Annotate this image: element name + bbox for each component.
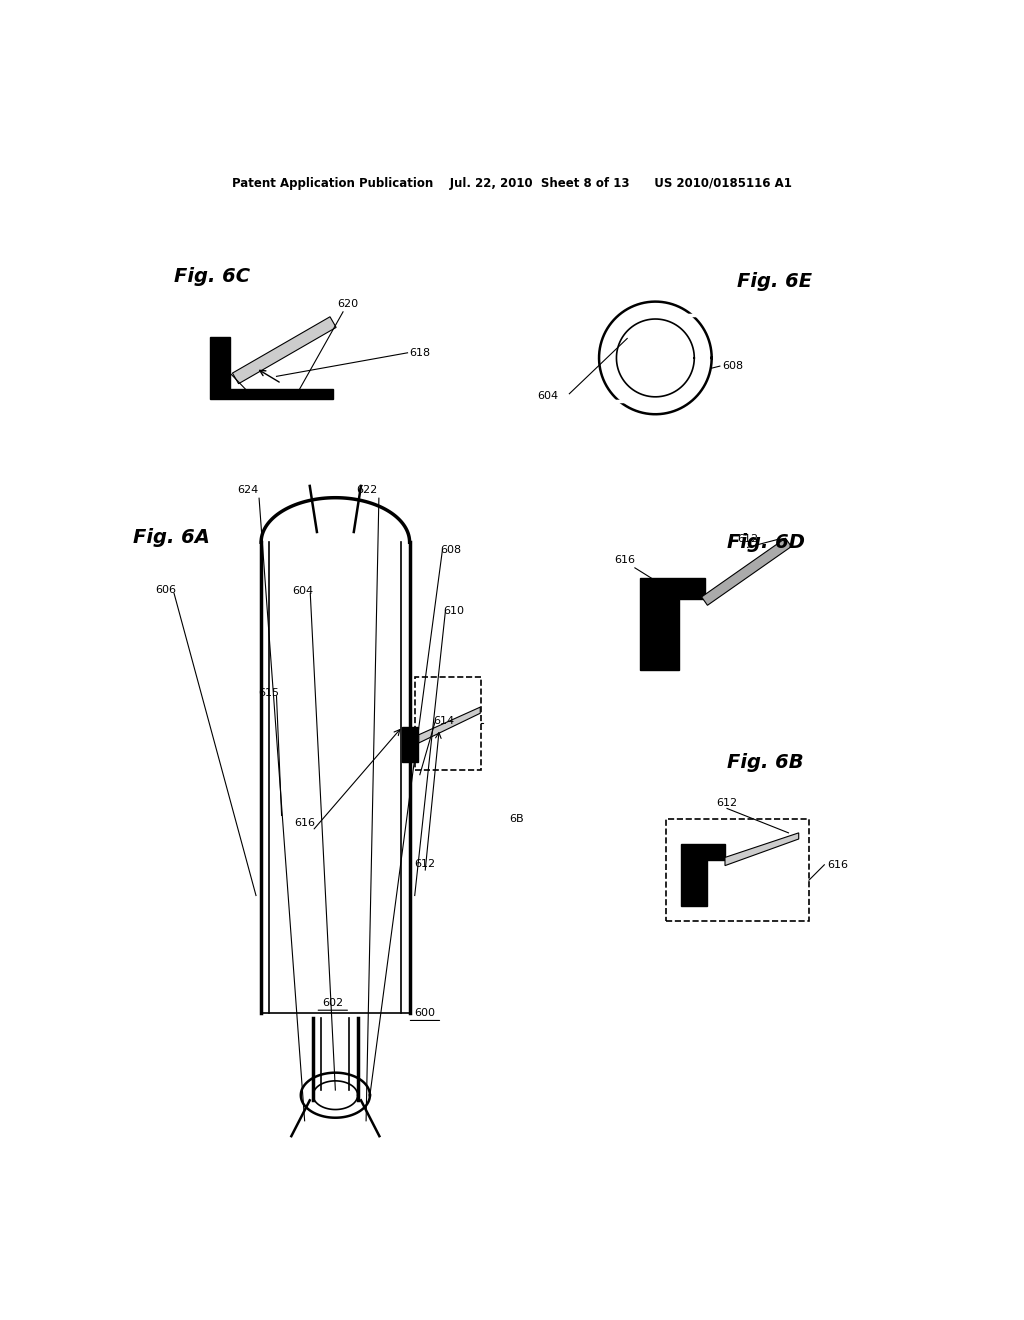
Text: 616: 616 [295, 818, 315, 828]
Polygon shape [681, 845, 725, 906]
Text: Patent Application Publication    Jul. 22, 2010  Sheet 8 of 13      US 2010/0185: Patent Application Publication Jul. 22, … [232, 177, 792, 190]
Text: Fig. 6C: Fig. 6C [174, 267, 250, 285]
Text: 616: 616 [614, 554, 635, 565]
Text: Fig. 6D: Fig. 6D [727, 533, 805, 552]
Text: 615: 615 [258, 688, 279, 698]
Polygon shape [419, 708, 480, 743]
Bar [415, 677, 481, 770]
Text: 610: 610 [443, 606, 464, 616]
Polygon shape [210, 338, 333, 399]
Text: 622: 622 [356, 484, 377, 495]
Polygon shape [640, 578, 705, 671]
Text: 612: 612 [717, 799, 737, 808]
Text: 612: 612 [415, 859, 435, 869]
Bar [666, 818, 809, 921]
Text: 616: 616 [827, 859, 849, 870]
Text: 604: 604 [538, 391, 558, 401]
Polygon shape [725, 833, 799, 866]
Bar [402, 726, 418, 763]
Text: Fig. 6E: Fig. 6E [737, 272, 812, 290]
Text: 606: 606 [156, 585, 176, 595]
Text: 620: 620 [338, 298, 358, 309]
Text: Fig. 6B: Fig. 6B [727, 752, 804, 772]
Text: 612: 612 [737, 535, 758, 544]
Text: 608: 608 [722, 362, 743, 371]
Text: 602: 602 [323, 998, 343, 1008]
Text: 600: 600 [415, 1008, 435, 1018]
Text: 604: 604 [293, 586, 313, 597]
Text: 608: 608 [440, 545, 461, 556]
Text: 612: 612 [241, 391, 261, 401]
Text: 6B: 6B [509, 813, 523, 824]
Text: 618: 618 [410, 347, 431, 358]
Polygon shape [701, 539, 792, 606]
Text: 624: 624 [238, 484, 258, 495]
Text: Fig. 6A: Fig. 6A [133, 528, 210, 546]
Text: 614: 614 [433, 717, 454, 726]
Polygon shape [232, 317, 336, 384]
